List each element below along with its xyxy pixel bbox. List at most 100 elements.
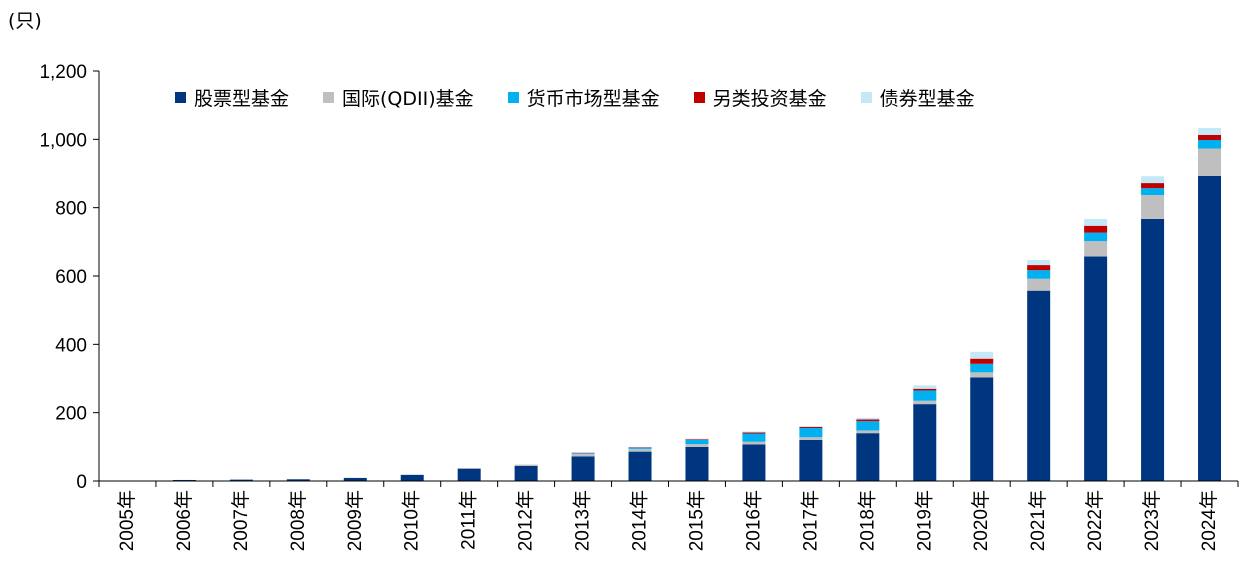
legend-swatch-alternative-fund — [693, 91, 705, 103]
bar-segment-series-1 — [856, 430, 880, 434]
bar-segment-series-1 — [1141, 195, 1165, 219]
bar-segment-series-4 — [913, 385, 937, 389]
bar-segment-series-0 — [286, 479, 310, 481]
bar-segment-series-0 — [1084, 256, 1108, 481]
legend-item-bond-fund: 债券型基金 — [860, 84, 975, 111]
y-axis: 0 200 400 600 800 1,000 1,200 — [39, 62, 100, 493]
legend-swatch-bond-fund — [860, 91, 872, 103]
legend-swatch-stock-fund — [175, 91, 186, 103]
bar-segment-series-3 — [571, 452, 595, 454]
bar-segment-series-3 — [799, 427, 823, 429]
bar-segment-series-1 — [457, 468, 481, 469]
bar-segment-series-3 — [856, 419, 880, 422]
bar-segment-series-4 — [970, 351, 994, 359]
bar-segment-series-0 — [628, 451, 652, 481]
x-tick-label: 2009年 — [344, 490, 366, 551]
bar-segment-series-1 — [571, 453, 595, 457]
bar-segment-series-0 — [1141, 218, 1165, 482]
bar-segment-series-3 — [1084, 225, 1108, 233]
y-tick-label: 600 — [55, 267, 87, 288]
bar-segment-series-0 — [172, 479, 196, 481]
bar-segment-series-0 — [457, 468, 481, 481]
bar-segment-series-4 — [1141, 176, 1165, 184]
x-tick-label: 2006年 — [173, 490, 195, 551]
bar-segment-series-1 — [1084, 241, 1108, 257]
legend-item-alternative-fund: 另类投资基金 — [693, 84, 827, 111]
bar-segment-series-0 — [970, 377, 994, 481]
y-axis-unit-label: (只) — [8, 10, 42, 32]
x-tick-label: 2022年 — [1084, 490, 1106, 551]
bar-segment-series-0 — [571, 456, 595, 481]
bar-segment-series-2 — [571, 452, 595, 454]
x-tick-label: 2024年 — [1198, 490, 1220, 551]
bar-segment-series-2 — [913, 390, 937, 401]
bar-segment-series-1 — [742, 441, 766, 445]
y-tick-label: 200 — [55, 404, 87, 425]
bar-segment-series-0 — [1027, 290, 1051, 481]
bar-segment-series-0 — [1198, 175, 1222, 481]
bar-segment-series-4 — [799, 425, 823, 428]
y-tick-label: 0 — [76, 472, 87, 493]
bar-segment-series-2 — [1198, 140, 1222, 149]
bar-segment-series-1 — [799, 437, 823, 440]
x-tick-label: 2005年 — [116, 490, 138, 551]
bar-segment-series-0 — [799, 440, 823, 481]
bar-segment-series-1 — [970, 372, 994, 378]
legend-label-money-market-fund: 货币市场型基金 — [526, 87, 660, 110]
bar-segment-series-2 — [856, 421, 880, 431]
bar-segment-series-2 — [685, 440, 709, 445]
x-tick-label: 2007年 — [230, 490, 252, 551]
x-tick-label: 2019年 — [913, 490, 935, 551]
bar-segment-series-2 — [1027, 270, 1051, 279]
x-tick-label: 2012年 — [515, 490, 537, 551]
bar-segment-series-0 — [229, 479, 253, 481]
bar-segment-series-3 — [970, 358, 994, 364]
bar-segment-series-4 — [1084, 218, 1108, 226]
x-tick-label: 2020年 — [970, 490, 992, 551]
x-axis: 2005年 2006年 2007年 2008年 2009年 2010年 2011年 2012年… — [98, 480, 1239, 551]
x-tick-label: 2021年 — [1027, 490, 1049, 551]
y-tick-label: 1,200 — [39, 62, 87, 83]
bar-segment-series-4 — [1198, 128, 1222, 135]
bar-segment-series-0 — [856, 433, 880, 481]
bar-segment-series-0 — [343, 477, 367, 481]
bar-segment-series-3 — [628, 447, 652, 448]
bar-segment-series-4 — [628, 446, 652, 448]
x-tick-label: 2018年 — [856, 490, 878, 551]
bar-segment-series-2 — [1084, 232, 1108, 242]
bar-segment-series-0 — [685, 446, 709, 481]
legend-label-stock-fund: 股票型基金 — [194, 87, 290, 110]
bars — [115, 128, 1222, 482]
bar-segment-series-1 — [514, 464, 538, 466]
bar-segment-series-1 — [628, 448, 652, 452]
legend-swatch-money-market-fund — [507, 91, 519, 103]
x-tick-label: 2011年 — [458, 490, 480, 550]
x-tick-label: 2017年 — [799, 490, 821, 551]
y-tick-label: 800 — [55, 199, 87, 220]
legend-item-qdii-fund: 国际(QDII)基金 — [323, 84, 474, 111]
bar-segment-series-3 — [1027, 265, 1051, 271]
bar-segment-series-1 — [913, 400, 937, 405]
bar-segment-series-2 — [742, 433, 766, 442]
x-tick-label: 2008年 — [287, 490, 309, 551]
legend-label-qdii-fund: 国际(QDII)基金 — [342, 87, 474, 110]
x-tick-label: 2015年 — [685, 490, 707, 551]
bar-segment-series-1 — [1027, 278, 1051, 291]
bar-segment-series-4 — [685, 438, 709, 440]
y-tick-label: 1,000 — [39, 130, 87, 151]
y-tick-label: 400 — [55, 335, 87, 356]
x-tick-label: 2023年 — [1141, 490, 1163, 551]
x-tick-label: 2014年 — [629, 490, 651, 551]
bar-segment-series-2 — [970, 363, 994, 373]
x-tick-label: 2016年 — [742, 490, 764, 551]
bar-segment-series-1 — [1198, 148, 1222, 176]
legend-label-alternative-fund: 另类投资基金 — [712, 87, 827, 110]
bar-segment-series-2 — [1141, 188, 1165, 196]
bar-segment-series-4 — [571, 452, 595, 453]
x-tick-label: 2010年 — [401, 490, 423, 551]
bar-segment-series-4 — [742, 431, 766, 433]
legend-item-stock-fund: 股票型基金 — [175, 84, 289, 111]
bar-segment-series-3 — [742, 432, 766, 434]
legend-swatch-qdii-fund — [323, 91, 335, 103]
